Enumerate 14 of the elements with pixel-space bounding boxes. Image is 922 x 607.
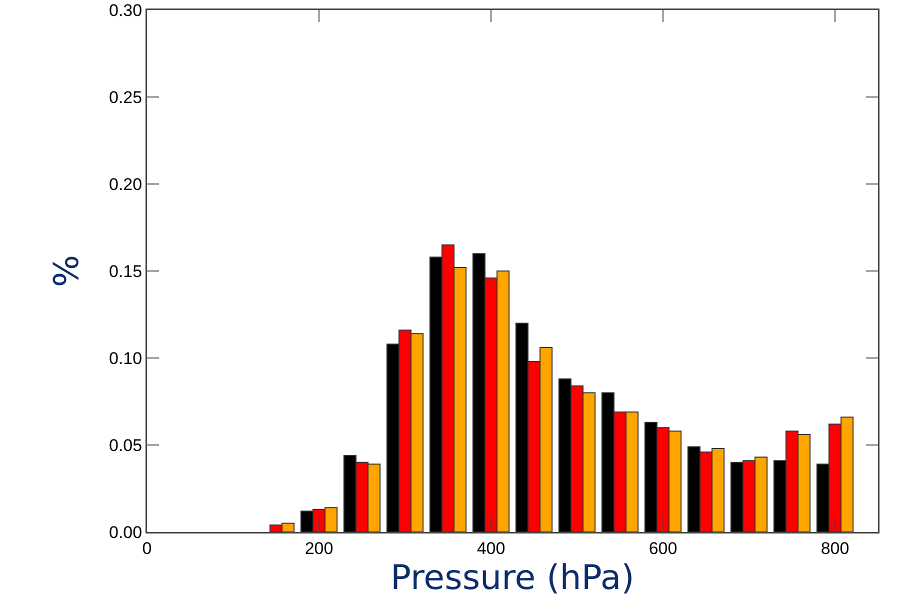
x-tick-label: 0 [142,538,152,558]
x-axis-title: Pressure (hPa) [390,558,634,598]
y-tick-label: 0.20 [109,174,142,194]
y-tick-label: 0.05 [109,436,142,455]
x-tick-label: 200 [304,538,334,558]
x-tick-label: 800 [820,538,850,558]
y-tick-label: 0.15 [109,262,142,281]
y-tick-label: 0.10 [109,348,142,368]
y-tick-label: 0.30 [109,0,142,20]
y-axis-title: % [46,254,87,288]
y-tick-label: 0.25 [109,88,142,107]
x-tick-label: 600 [648,538,678,558]
x-tick-label: 400 [476,538,506,558]
y-tick-label: 0.00 [109,522,142,542]
